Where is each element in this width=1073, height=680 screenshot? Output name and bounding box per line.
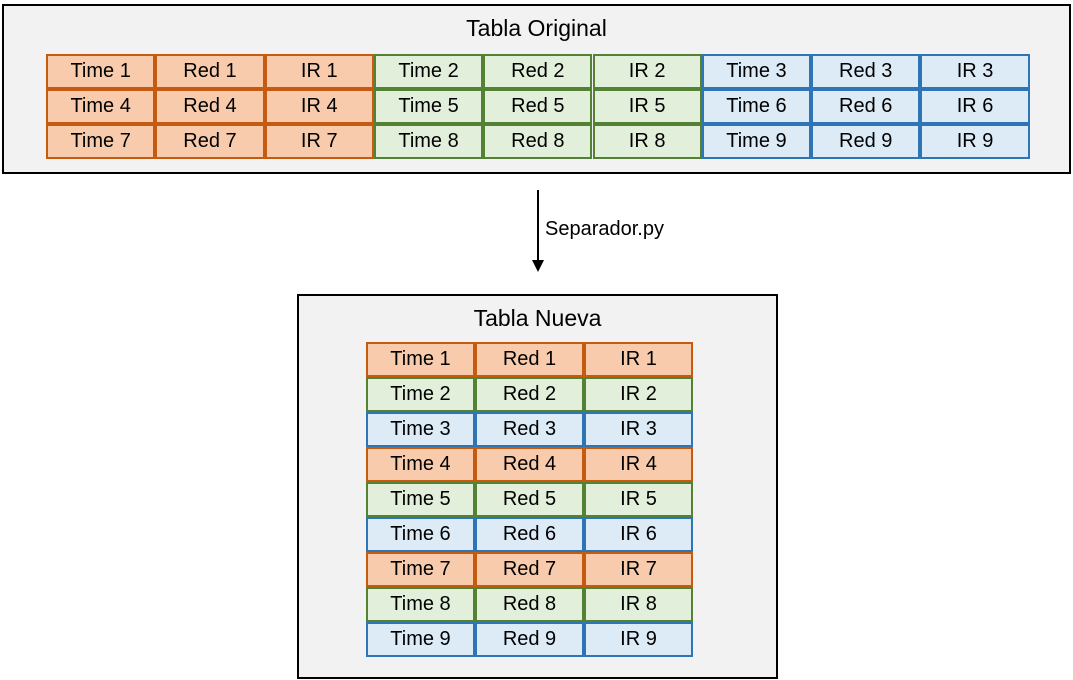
table-cell: Red 3	[811, 54, 921, 89]
table-cell: IR 6	[584, 517, 693, 552]
table-cell: Time 7	[46, 124, 156, 159]
table-cell: Red 9	[475, 622, 584, 657]
table-cell: IR 3	[920, 54, 1030, 89]
table-cell: Time 2	[366, 377, 475, 412]
table-cell: Red 4	[155, 89, 265, 124]
table-cell: Red 6	[811, 89, 921, 124]
tabla-nueva-panel: Tabla Nueva Time 1 Red 1 IR 1 Time 2 Red 2 IR…	[297, 294, 778, 679]
table-cell: Time 3	[366, 412, 475, 447]
table-cell: Red 1	[475, 342, 584, 377]
table-cell: Time 8	[366, 587, 475, 622]
table-cell: IR 3	[584, 412, 693, 447]
table-cell: Time 8	[373, 124, 484, 159]
table-cell: Red 5	[483, 89, 593, 124]
table-cell: IR 2	[592, 54, 702, 89]
table-cell: IR 1	[584, 342, 693, 377]
table-cell: Red 7	[155, 124, 265, 159]
table-cell: IR 9	[584, 622, 693, 657]
table-cell: Red 2	[483, 54, 593, 89]
table-cell: IR 8	[592, 124, 702, 159]
tabla-original-title: Tabla Original	[466, 15, 607, 41]
table-cell: Red 1	[155, 54, 265, 89]
table-cell: Red 8	[475, 587, 584, 622]
table-cell: Red 6	[475, 517, 584, 552]
table-cell: IR 9	[920, 124, 1030, 159]
table-cell: Time 4	[366, 447, 475, 482]
table-cell: Red 3	[475, 412, 584, 447]
tabla-original-panel: Tabla Original Time 1 Red 1 IR 1 Time 2 Red …	[2, 4, 1071, 174]
table-cell: Time 9	[701, 124, 812, 159]
table-cell: Time 9	[366, 622, 475, 657]
table-cell: Time 5	[366, 482, 475, 517]
table-cell: Red 2	[475, 377, 584, 412]
table-cell: Time 3	[701, 54, 812, 89]
table-cell: Time 5	[373, 89, 484, 124]
table-cell: IR 5	[584, 482, 693, 517]
table-cell: Time 1	[366, 342, 475, 377]
table-cell: IR 6	[920, 89, 1030, 124]
table-cell: Time 4	[46, 89, 156, 124]
separador-script-label: Separador.py	[545, 218, 664, 240]
table-cell: Time 6	[366, 517, 475, 552]
table-cell: Red 7	[475, 552, 584, 587]
table-cell: Red 8	[483, 124, 593, 159]
table-cell: IR 8	[584, 587, 693, 622]
table-cell: IR 4	[584, 447, 693, 482]
table-cell: Red 5	[475, 482, 584, 517]
table-cell: Time 1	[46, 54, 156, 89]
table-cell: IR 2	[584, 377, 693, 412]
table-cell: IR 7	[264, 124, 374, 159]
table-cell: IR 1	[264, 54, 374, 89]
table-cell: IR 5	[592, 89, 702, 124]
table-cell: Red 4	[475, 447, 584, 482]
tabla-nueva-title: Tabla Nueva	[473, 305, 602, 331]
table-cell: Time 7	[366, 552, 475, 587]
table-cell: IR 4	[264, 89, 374, 124]
table-cell: Time 6	[701, 89, 812, 124]
down-arrow-icon	[532, 190, 544, 272]
table-cell: Time 2	[373, 54, 484, 89]
table-cell: Red 9	[811, 124, 921, 159]
table-cell: IR 7	[584, 552, 693, 587]
